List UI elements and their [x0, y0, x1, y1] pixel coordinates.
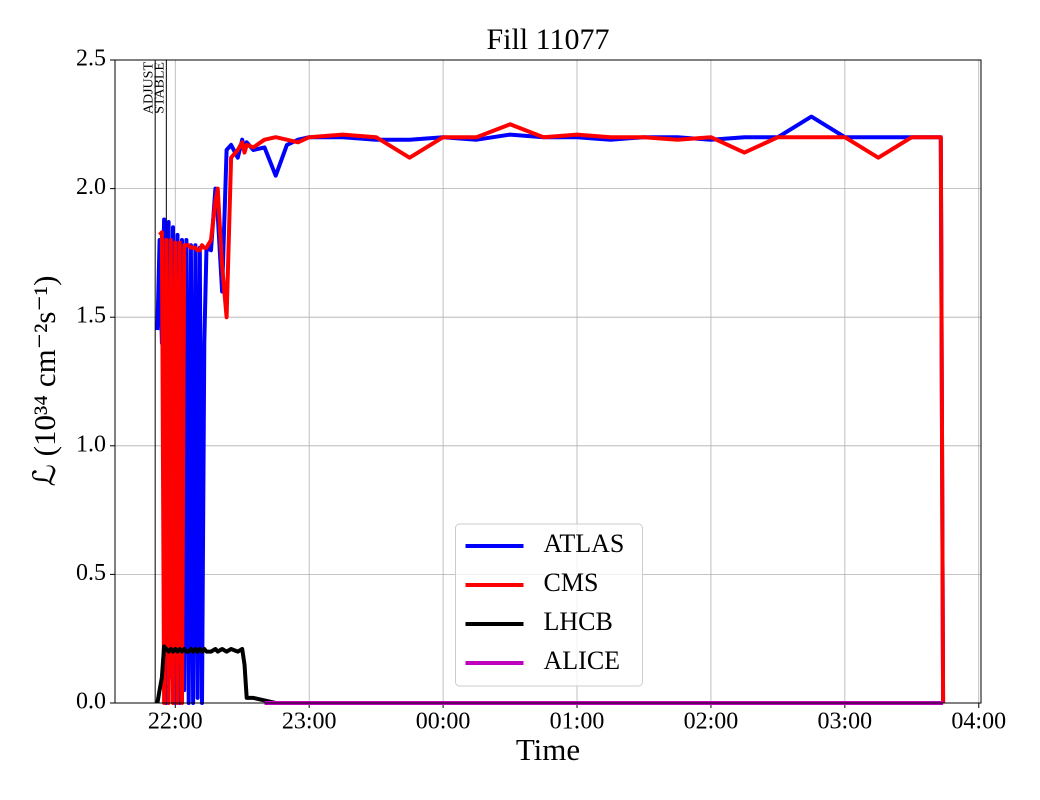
legend-label: LHCB: [544, 607, 613, 636]
x-tick-label: 00:00: [416, 709, 471, 735]
legend-label: ATLAS: [544, 529, 625, 558]
annotation-label: ADJUST: [141, 62, 156, 115]
legend-box: [455, 523, 643, 687]
legend: ATLAS CMS LHCB ALICE: [455, 523, 643, 687]
x-tick-label: 23:00: [282, 709, 337, 735]
y-tick-label: 2.0: [76, 174, 106, 200]
data-line: [158, 122, 946, 705]
y-tick-label: 2.5: [76, 46, 106, 72]
y-tick-label: 0.0: [76, 689, 106, 715]
x-tick-label: 02:00: [684, 709, 739, 735]
y-axis-label: ℒ (10³⁴ cm⁻²s⁻¹): [27, 276, 62, 487]
y-tick-label: 1.5: [76, 303, 106, 329]
x-tick-label: 01:00: [550, 709, 605, 735]
y-tick-label: 1.0: [76, 431, 106, 457]
axes-frame: [114, 59, 982, 704]
data-line: [155, 644, 277, 705]
annotation-label: STABLE: [153, 62, 168, 114]
x-axis-label: Time: [516, 732, 580, 767]
x-tick-label: 03:00: [818, 709, 873, 735]
x-tick-label: 04:00: [951, 709, 1006, 735]
y-tick-label: 0.5: [76, 560, 106, 586]
x-tick-label: 22:00: [148, 709, 203, 735]
chart-title: Fill 11077: [486, 23, 609, 56]
legend-label: ALICE: [544, 646, 621, 675]
legend-label: CMS: [544, 568, 599, 597]
